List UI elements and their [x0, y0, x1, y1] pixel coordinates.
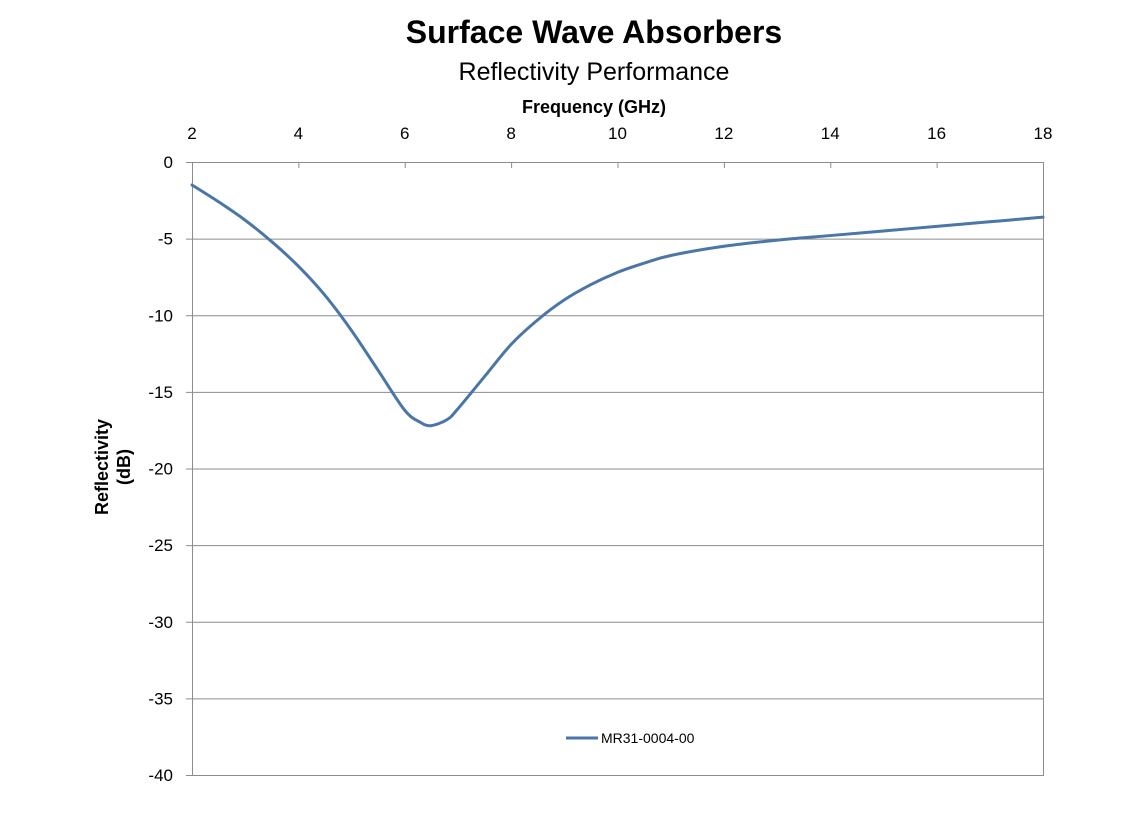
chart-subtitle: Reflectivity Performance [459, 58, 730, 86]
y-tick-label--10: -10 [148, 306, 173, 325]
y-tick-label--5: -5 [158, 230, 173, 249]
y-tick-label--20: -20 [148, 460, 173, 479]
series-line-0 [190, 183, 1045, 428]
plot-area: 2 4 6 8 10 12 14 16 18 0 -5 -10 -15 -20 -25 -30 -35 -40 MR… [148, 124, 1052, 785]
x-tick-label-18: 18 [1034, 124, 1053, 143]
y-tick-label--15: -15 [148, 383, 173, 402]
x-tick-label-2: 2 [187, 124, 196, 143]
x-axis-title: Frequency (GHz) [522, 97, 666, 117]
x-tick-label-16: 16 [927, 124, 946, 143]
y-tick-label--25: -25 [148, 536, 173, 555]
y-axis-title: Reflectivity (dB) [92, 419, 134, 515]
x-tick-label-6: 6 [400, 124, 409, 143]
y-tick-label--40: -40 [148, 766, 173, 785]
x-tick-label-12: 12 [714, 124, 733, 143]
x-tick-label-4: 4 [294, 124, 303, 143]
y-tick-label--35: -35 [148, 689, 173, 708]
legend-label-0: MR31-0004-00 [601, 730, 695, 746]
y-axis-title-line-1: Reflectivity [92, 419, 112, 515]
x-tick-label-10: 10 [608, 124, 627, 143]
x-tick-label-8: 8 [506, 124, 515, 143]
y-tick-label--30: -30 [148, 613, 173, 632]
chart-title: Surface Wave Absorbers [406, 14, 782, 50]
y-axis-title-line-2: (dB) [114, 449, 134, 485]
x-tick-label-14: 14 [821, 124, 840, 143]
y-tick-label-0: 0 [164, 153, 173, 172]
